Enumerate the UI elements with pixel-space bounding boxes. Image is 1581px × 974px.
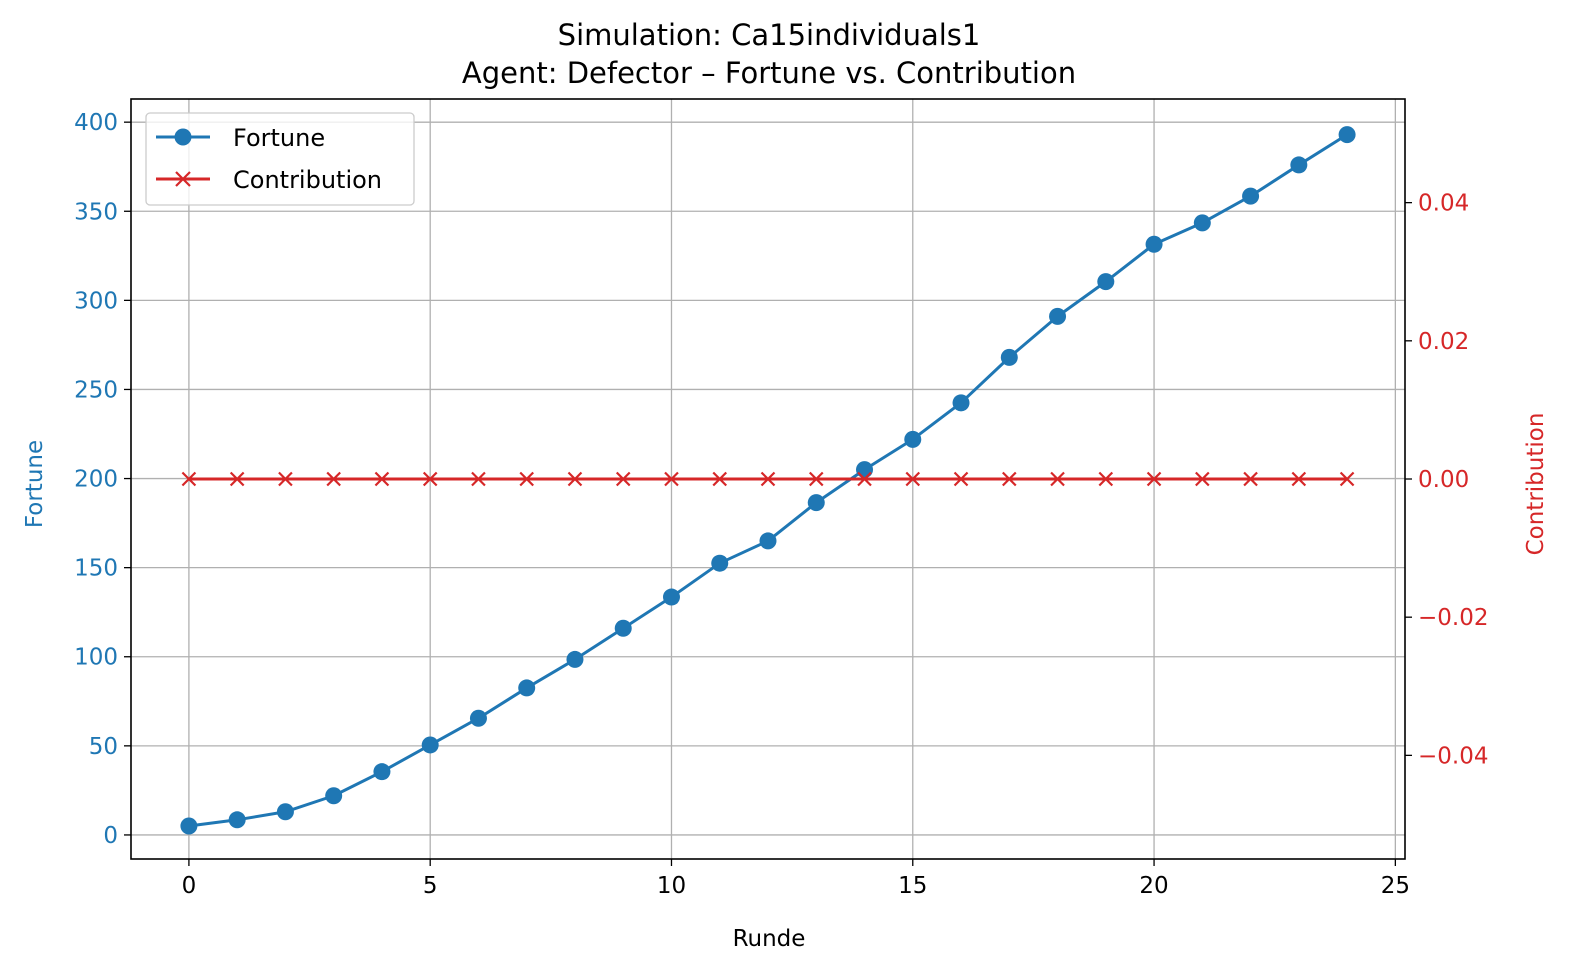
legend-fortune-label: Fortune xyxy=(233,124,325,152)
contribution-point xyxy=(229,471,245,487)
contribution-point xyxy=(374,471,390,487)
y-left-tick-label: 200 xyxy=(74,467,118,493)
y-right-tick-label: −0.02 xyxy=(1418,605,1488,631)
contribution-point xyxy=(1098,471,1114,487)
fortune-point xyxy=(1097,273,1115,291)
y-left-tick-label: 150 xyxy=(74,556,118,582)
chart-title: Simulation: Ca15individuals1 xyxy=(558,18,981,52)
fortune-point xyxy=(373,763,391,781)
contribution-point xyxy=(808,471,824,487)
fortune-point xyxy=(1290,156,1308,174)
x-axis-label: Runde xyxy=(733,926,806,952)
contribution-point xyxy=(1146,471,1162,487)
contribution-point xyxy=(953,471,969,487)
contribution-point xyxy=(760,471,776,487)
contribution-point xyxy=(905,471,921,487)
legend: Fortune Contribution xyxy=(145,112,415,206)
contribution-point xyxy=(615,471,631,487)
fortune-point xyxy=(856,461,874,479)
y-right-tick-label: 0.02 xyxy=(1418,329,1469,355)
y-left-tick-label: 350 xyxy=(74,199,118,225)
fortune-point xyxy=(711,554,729,572)
contribution-point xyxy=(664,471,679,487)
fortune-point xyxy=(1242,187,1260,205)
y-right-tick-label: −0.04 xyxy=(1418,743,1488,769)
contribution-point xyxy=(422,471,438,487)
x-tick-label: 10 xyxy=(657,873,686,899)
fortune-point xyxy=(1193,214,1211,232)
y-right-tick-label: 0.04 xyxy=(1418,191,1469,217)
contribution-point xyxy=(1339,471,1355,487)
legend-contribution-label: Contribution xyxy=(233,166,382,194)
x-tick-label: 5 xyxy=(423,873,438,899)
contribution-point xyxy=(326,471,341,487)
y-left-tick-label: 400 xyxy=(74,110,118,136)
x-tick-label: 15 xyxy=(898,873,927,899)
x-tick-label: 25 xyxy=(1381,873,1410,899)
fortune-point xyxy=(759,532,777,550)
contribution-point xyxy=(1243,471,1258,487)
fortune-point xyxy=(904,430,922,448)
fortune-point xyxy=(1145,235,1163,253)
y-left-tick-label: 100 xyxy=(74,645,118,671)
y-left-tick-label: 250 xyxy=(74,377,118,403)
contribution-point xyxy=(471,471,486,487)
x-tick-label: 0 xyxy=(182,873,197,899)
fortune-point xyxy=(1000,348,1018,366)
chart-subtitle: Agent: Defector – Fortune vs. Contributi… xyxy=(462,56,1076,90)
y-axis-right-ticks: −0.04 −0.02 0.00 0.02 0.04 xyxy=(1405,191,1488,769)
legend-box xyxy=(145,112,415,206)
contribution-point xyxy=(1291,471,1307,487)
contribution-point xyxy=(1050,471,1065,487)
fortune-point xyxy=(807,494,825,512)
y-axis-left-label: Fortune xyxy=(22,440,48,528)
x-axis-ticks: 0 5 10 15 20 25 xyxy=(182,859,1410,899)
fortune-point xyxy=(180,817,198,835)
y-right-tick-label: 0.00 xyxy=(1418,467,1469,493)
contribution-point xyxy=(712,471,728,487)
y-left-tick-label: 300 xyxy=(74,288,118,314)
legend-contribution-marker xyxy=(175,171,191,187)
fortune-point xyxy=(1049,307,1067,325)
y-axis-left-ticks: 0 50 100 150 200 250 300 350 400 xyxy=(74,110,131,849)
fortune-point xyxy=(469,709,487,727)
fortune-point xyxy=(421,736,439,754)
fortune-point xyxy=(1338,126,1356,144)
series-layer xyxy=(180,126,1356,835)
contribution-point xyxy=(181,471,197,487)
contribution-point xyxy=(1002,471,1017,487)
y-axis-right-label: Contribution xyxy=(1523,413,1549,556)
contribution-point xyxy=(278,471,293,487)
contribution-point xyxy=(857,471,872,487)
y-left-tick-label: 50 xyxy=(89,734,118,760)
fortune-point xyxy=(614,619,632,637)
contribution-point xyxy=(1195,471,1210,487)
contribution-point xyxy=(567,471,583,487)
fortune-point xyxy=(952,394,970,412)
x-tick-label: 20 xyxy=(1139,873,1168,899)
fortune-point xyxy=(662,588,680,606)
fortune-point xyxy=(325,787,343,805)
fortune-point xyxy=(276,803,294,821)
y-left-tick-label: 0 xyxy=(103,823,118,849)
fortune-point xyxy=(518,679,536,697)
legend-fortune-marker xyxy=(174,128,192,146)
contribution-point xyxy=(519,471,534,487)
fortune-point xyxy=(228,811,246,829)
fortune-point xyxy=(566,650,584,668)
